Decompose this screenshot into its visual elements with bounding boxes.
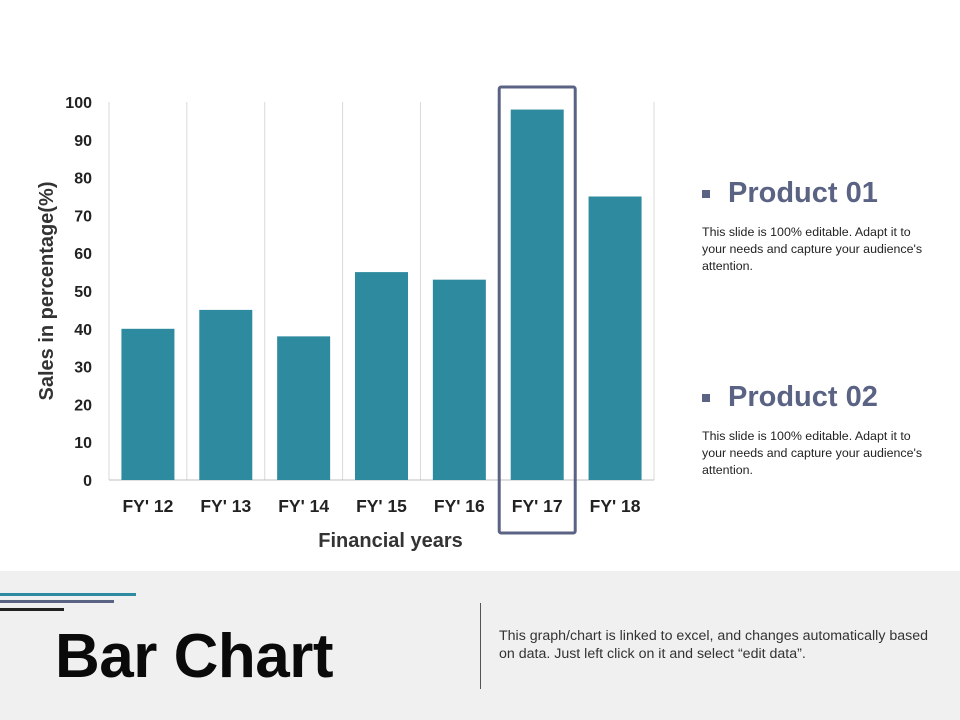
square-bullet-icon bbox=[702, 190, 710, 198]
bar bbox=[510, 109, 564, 480]
decorative-line bbox=[0, 608, 64, 611]
legend-product-01: Product 01 This slide is 100% editable. … bbox=[702, 176, 927, 275]
highlight-box bbox=[497, 85, 577, 535]
legend-title: Product 01 bbox=[728, 177, 878, 209]
x-tick-label: FY' 12 bbox=[122, 496, 173, 516]
bar bbox=[432, 279, 486, 480]
y-tick-label: 60 bbox=[74, 246, 92, 263]
y-tick-label: 100 bbox=[65, 95, 92, 112]
y-tick-label: 50 bbox=[74, 284, 92, 301]
page-title: Bar Chart bbox=[55, 622, 334, 691]
y-tick-label: 90 bbox=[74, 133, 92, 150]
legend-title: Product 02 bbox=[728, 381, 878, 413]
x-axis-title: Financial years bbox=[318, 530, 463, 552]
x-tick-label: FY' 17 bbox=[512, 496, 563, 516]
x-tick-label: FY' 15 bbox=[356, 496, 407, 516]
legend-description: This slide is 100% editable. Adapt it to… bbox=[702, 225, 923, 273]
x-tick-label: FY' 18 bbox=[590, 496, 641, 516]
x-tick-label: FY' 14 bbox=[278, 496, 329, 516]
y-tick-label: 30 bbox=[74, 360, 92, 377]
bar bbox=[588, 196, 642, 480]
footer-band: Bar Chart This graph/chart is linked to … bbox=[0, 571, 960, 720]
y-tick-label: 10 bbox=[74, 435, 92, 452]
bar bbox=[199, 309, 253, 480]
y-tick-label: 40 bbox=[74, 322, 92, 339]
bar bbox=[355, 272, 408, 480]
y-tick-label: 0 bbox=[83, 473, 92, 490]
legend-description: This slide is 100% editable. Adapt it to… bbox=[702, 429, 923, 477]
footer-description: This graph/chart is linked to excel, and… bbox=[499, 628, 929, 662]
divider bbox=[480, 603, 481, 689]
bar bbox=[121, 328, 175, 480]
decorative-line bbox=[0, 593, 136, 596]
decorative-line bbox=[0, 600, 114, 603]
x-tick-label: FY' 13 bbox=[200, 496, 251, 516]
bar bbox=[277, 336, 331, 480]
y-tick-label: 80 bbox=[74, 171, 92, 188]
bar-chart: 0 10 20 30 40 50 60 70 80 90 100 FY' 12 FY' 13 FY' 14… bbox=[36, 85, 655, 552]
square-bullet-icon bbox=[702, 394, 710, 402]
x-tick-label: FY' 16 bbox=[434, 496, 485, 516]
legend-product-02: Product 02 This slide is 100% editable. … bbox=[702, 380, 927, 479]
y-tick-label: 70 bbox=[74, 208, 92, 225]
y-tick-label: 20 bbox=[74, 397, 92, 414]
y-axis-title: Sales in percentage(%) bbox=[36, 182, 58, 401]
